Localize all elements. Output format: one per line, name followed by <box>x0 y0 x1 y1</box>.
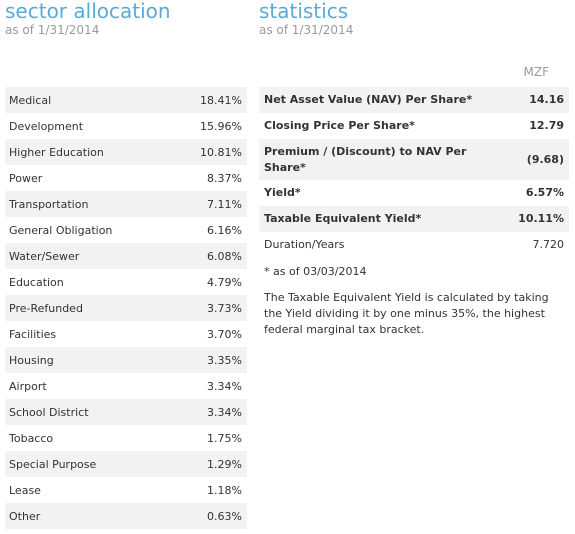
sector-value: 6.08% <box>207 249 242 263</box>
stat-label: Duration/Years <box>264 238 345 251</box>
sector-name: Airport <box>9 379 47 393</box>
sector-name: Tobacco <box>9 431 54 445</box>
table-row: Medical 18.41% <box>5 87 247 113</box>
sector-value: 8.37% <box>207 171 242 185</box>
sector-allocation-title: sector allocation <box>5 0 171 23</box>
table-row: Tobacco 1.75% <box>5 425 247 451</box>
sector-value: 3.34% <box>207 405 242 419</box>
table-row: Higher Education 10.81% <box>5 139 247 165</box>
table-row: Premium / (Discount) to NAV Per Share* (… <box>259 139 569 180</box>
sector-value: 3.35% <box>207 353 242 367</box>
footnote-date: * as of 03/03/2014 <box>264 265 367 278</box>
sector-value: 3.34% <box>207 379 242 393</box>
table-row: Airport 3.34% <box>5 373 247 399</box>
table-row: Housing 3.35% <box>5 347 247 373</box>
sector-value: 10.81% <box>200 145 242 159</box>
table-row: Lease 1.18% <box>5 477 247 503</box>
sector-value: 7.11% <box>207 197 242 211</box>
stat-label: Net Asset Value (NAV) Per Share* <box>264 93 473 106</box>
sector-table: Medical 18.41% Development 15.96% Higher… <box>5 87 247 529</box>
table-row: Power 8.37% <box>5 165 247 191</box>
stat-label: Premium / (Discount) to NAV Per Share* <box>264 144 467 174</box>
table-row: Pre-Refunded 3.73% <box>5 295 247 321</box>
table-row: Net Asset Value (NAV) Per Share* 14.16 <box>259 87 569 113</box>
stat-value: 7.720 <box>532 238 565 251</box>
sector-value: 1.75% <box>207 431 242 445</box>
sector-as-of-date: as of 1/31/2014 <box>5 23 100 37</box>
table-row: Duration/Years 7.720 <box>259 232 569 258</box>
table-row: Other 0.63% <box>5 503 247 529</box>
table-row: Yield* 6.57% <box>259 180 569 206</box>
sector-name: Power <box>9 171 43 185</box>
sector-value: 3.73% <box>207 301 242 315</box>
sector-value: 18.41% <box>200 93 242 107</box>
sector-name: Lease <box>9 483 41 497</box>
statistics-table: Net Asset Value (NAV) Per Share* 14.16 C… <box>259 87 569 258</box>
stat-value: 14.16 <box>529 93 564 106</box>
stat-label: Closing Price Per Share* <box>264 119 415 132</box>
sector-name: Other <box>9 509 41 523</box>
table-row: Transportation 7.11% <box>5 191 247 217</box>
footnote-text: The Taxable Equivalent Yield is calculat… <box>264 291 549 336</box>
stat-label: Yield* <box>264 186 301 199</box>
sector-name: Special Purpose <box>9 457 97 471</box>
sector-value: 3.70% <box>207 327 242 341</box>
table-row: Education 4.79% <box>5 269 247 295</box>
stat-value: 6.57% <box>525 186 564 199</box>
stat-value: (9.68) <box>526 152 564 166</box>
sector-name: General Obligation <box>9 223 113 237</box>
table-row: Special Purpose 1.29% <box>5 451 247 477</box>
table-row: School District 3.34% <box>5 399 247 425</box>
sector-name: Medical <box>9 93 52 107</box>
sector-value: 1.18% <box>207 483 242 497</box>
sector-name: Facilities <box>9 327 57 341</box>
table-row: Taxable Equivalent Yield* 10.11% <box>259 206 569 232</box>
stat-label: Taxable Equivalent Yield* <box>264 212 422 225</box>
sector-name: School District <box>9 405 89 419</box>
sector-value: 1.29% <box>207 457 242 471</box>
sector-value: 15.96% <box>200 119 242 133</box>
statistics-panel: statistics as of 1/31/2014 MZF Net Asset… <box>259 0 569 336</box>
table-row: Development 15.96% <box>5 113 247 139</box>
sector-name: Pre-Refunded <box>9 301 83 315</box>
sector-name: Development <box>9 119 84 133</box>
sector-value: 6.16% <box>207 223 242 237</box>
sector-value: 0.63% <box>207 509 242 523</box>
statistics-title: statistics <box>259 0 349 23</box>
sector-value: 4.79% <box>207 275 242 289</box>
table-row: General Obligation 6.16% <box>5 217 247 243</box>
sector-name: Education <box>9 275 64 289</box>
sector-name: Transportation <box>9 197 89 211</box>
sector-name: Water/Sewer <box>9 249 80 263</box>
statistics-as-of-date: as of 1/31/2014 <box>259 23 354 37</box>
sector-name: Housing <box>9 353 54 367</box>
ticker-column-header: MZF <box>523 65 549 79</box>
table-row: Water/Sewer 6.08% <box>5 243 247 269</box>
table-row: Closing Price Per Share* 12.79 <box>259 113 569 139</box>
sector-allocation-panel: sector allocation as of 1/31/2014 Medica… <box>5 0 247 529</box>
stat-value: 12.79 <box>529 119 564 132</box>
table-row: Facilities 3.70% <box>5 321 247 347</box>
stat-value: 10.11% <box>518 212 564 225</box>
sector-name: Higher Education <box>9 145 104 159</box>
